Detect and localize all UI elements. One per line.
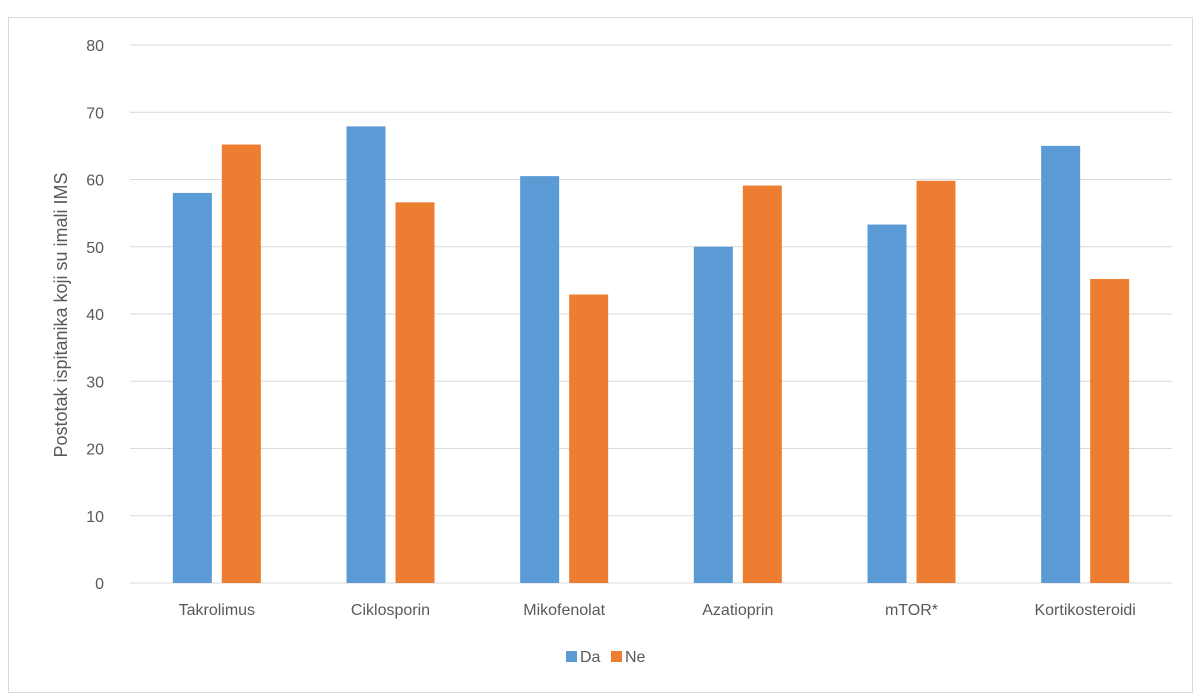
y-tick-label: 60: [86, 173, 104, 190]
bar-da-takrolimus: [172, 192, 212, 583]
bar-ne-ciklosporin: [395, 202, 435, 584]
y-tick-label: 70: [86, 105, 104, 122]
y-tick-label: 0: [95, 576, 104, 593]
bar-ne-takrolimus: [221, 144, 261, 583]
x-tick-label: Azatioprin: [702, 602, 773, 619]
gridlines: [130, 44, 1172, 584]
bar-da-azatioprin: [693, 246, 733, 583]
y-axis-label: Postotak ispitanika koji su imali IMS: [51, 172, 71, 457]
x-tick-label: Mikofenolat: [523, 602, 605, 619]
bar-ne-mtor: [916, 180, 956, 583]
legend-swatch-ne: [611, 651, 622, 662]
x-axis-ticks: Takrolimus Ciklosporin Mikofenolat Azatiopr…: [179, 602, 1136, 619]
y-tick-label: 30: [86, 374, 104, 391]
y-tick-label: 10: [86, 509, 104, 526]
bar-ne-mikofenolat: [569, 294, 609, 583]
bar-da-mikofenolat: [520, 176, 560, 583]
bar-ne-azatioprin: [742, 185, 782, 584]
x-tick-label: Kortikosteroidi: [1034, 602, 1135, 619]
x-tick-label: Ciklosporin: [351, 602, 430, 619]
y-tick-label: 80: [86, 38, 104, 55]
legend-swatch-da: [566, 651, 577, 662]
legend-label-ne: Ne: [625, 649, 646, 666]
bar-da-mtor: [867, 224, 907, 583]
x-tick-label: Takrolimus: [179, 602, 255, 619]
bar-da-kortikosteroidi: [1041, 145, 1081, 583]
y-axis-ticks: 0 10 20 30 40 50 60 70 80: [86, 38, 104, 593]
legend: Da Ne: [566, 649, 646, 666]
x-tick-label: mTOR*: [885, 602, 938, 619]
y-tick-label: 50: [86, 240, 104, 257]
legend-label-da: Da: [580, 649, 601, 666]
bar-ne-kortikosteroidi: [1090, 279, 1130, 583]
y-tick-label: 20: [86, 442, 104, 459]
bars: [172, 126, 1130, 584]
y-tick-label: 40: [86, 307, 104, 324]
bar-da-ciklosporin: [346, 126, 386, 583]
